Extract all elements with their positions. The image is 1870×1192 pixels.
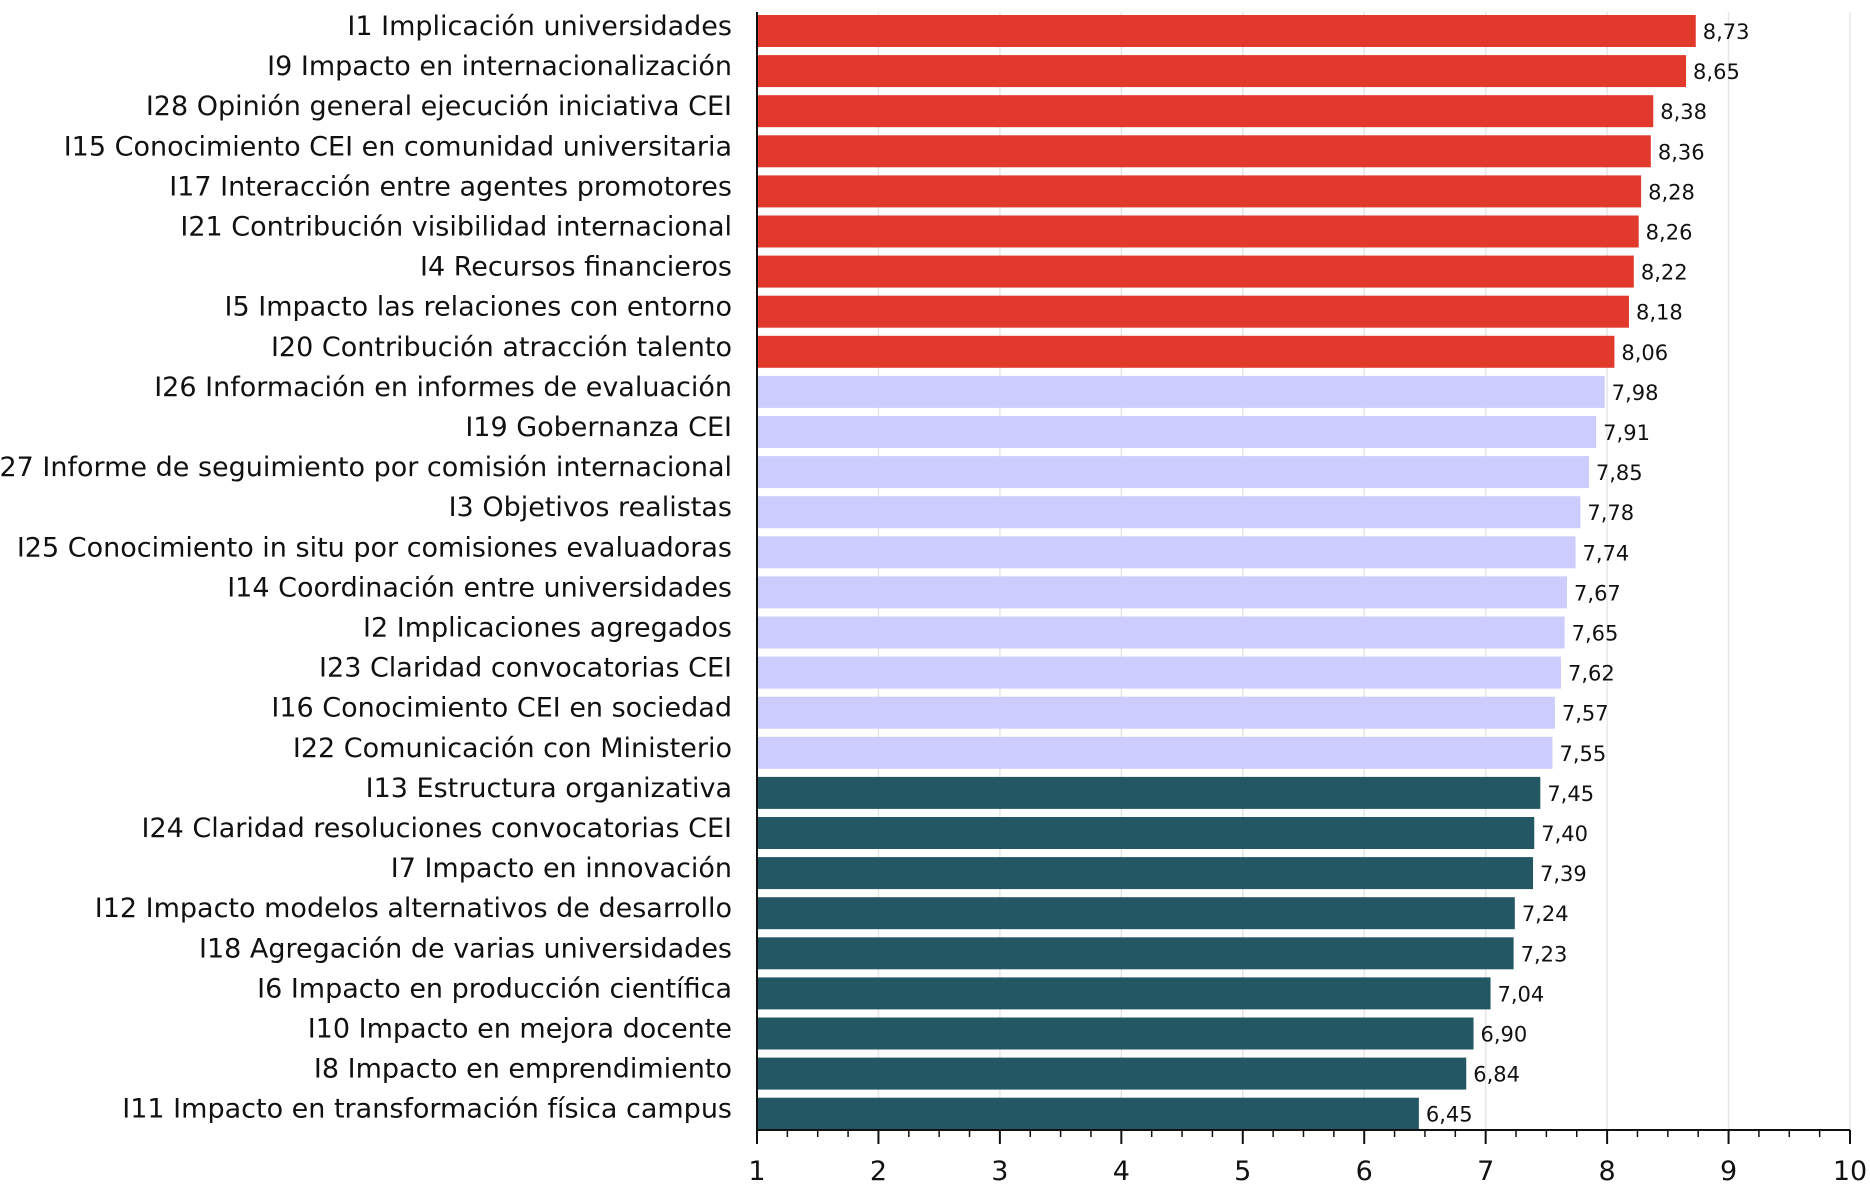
category-label: I12 Impacto modelos alternativos de desa… bbox=[95, 893, 732, 924]
data-label: 8,26 bbox=[1646, 221, 1693, 245]
data-label: 6,84 bbox=[1473, 1063, 1520, 1087]
bar bbox=[757, 456, 1589, 489]
category-label: I8 Impacto en emprendimiento bbox=[314, 1054, 732, 1085]
category-label: I20 Contribución atracción talento bbox=[271, 332, 732, 363]
data-label: 8,18 bbox=[1636, 301, 1683, 325]
bars bbox=[757, 15, 1696, 1130]
x-tick-label: 2 bbox=[870, 1156, 887, 1187]
bar bbox=[757, 95, 1654, 128]
bar bbox=[757, 496, 1581, 529]
data-label: 7,85 bbox=[1596, 461, 1643, 485]
data-label: 7,65 bbox=[1572, 622, 1619, 646]
data-label: 8,36 bbox=[1658, 140, 1705, 164]
data-label: 7,57 bbox=[1562, 702, 1609, 726]
category-label: I23 Claridad convocatorias CEI bbox=[319, 653, 732, 684]
category-label: I16 Conocimiento CEI en sociedad bbox=[271, 693, 732, 724]
category-label: I10 Impacto en mejora docente bbox=[308, 1014, 732, 1045]
bar bbox=[757, 736, 1553, 769]
category-label: I27 Informe de seguimiento por comisión … bbox=[0, 452, 732, 483]
axes bbox=[756, 12, 1851, 1144]
x-tick-label: 6 bbox=[1356, 1156, 1373, 1187]
category-label: I2 Implicaciones agregados bbox=[363, 613, 732, 644]
bar bbox=[757, 817, 1535, 849]
category-label: I17 Interacción entre agentes promotores bbox=[169, 171, 732, 202]
category-label: I5 Impacto las relaciones con entorno bbox=[225, 292, 732, 323]
category-label: I9 Impacto en internacionalización bbox=[267, 51, 732, 82]
bar bbox=[757, 375, 1605, 408]
bar bbox=[757, 416, 1597, 448]
category-label: I3 Objetivos realistas bbox=[449, 492, 732, 523]
bar bbox=[757, 897, 1515, 930]
bar bbox=[757, 15, 1696, 47]
bar bbox=[757, 616, 1565, 649]
data-label: 8,73 bbox=[1703, 20, 1750, 44]
labels: 8,73 I1 Implicación universidades 8,65 I9 I… bbox=[0, 11, 1867, 1187]
bar bbox=[757, 857, 1534, 890]
data-label: 7,78 bbox=[1587, 501, 1634, 525]
category-label: I28 Opinión general ejecución iniciativa… bbox=[146, 91, 732, 122]
data-label: 7,39 bbox=[1540, 862, 1587, 886]
x-tick-label: 8 bbox=[1599, 1156, 1616, 1187]
category-label: I21 Contribución visibilidad internacion… bbox=[180, 212, 732, 243]
bar bbox=[757, 656, 1561, 689]
bar bbox=[757, 776, 1541, 809]
category-label: I11 Impacto en transformación física cam… bbox=[122, 1094, 732, 1125]
bar bbox=[757, 55, 1687, 88]
data-label: 6,90 bbox=[1481, 1023, 1528, 1047]
bar bbox=[757, 255, 1634, 288]
bar bbox=[757, 536, 1576, 569]
bar bbox=[757, 135, 1651, 168]
data-label: 8,65 bbox=[1693, 60, 1740, 84]
data-label: 7,24 bbox=[1522, 902, 1569, 926]
data-label: 8,22 bbox=[1641, 261, 1688, 285]
category-label: I19 Gobernanza CEI bbox=[465, 412, 732, 443]
data-label: 8,38 bbox=[1660, 100, 1707, 124]
bar bbox=[757, 977, 1491, 1010]
bar bbox=[757, 295, 1629, 328]
category-label: I7 Impacto en innovación bbox=[391, 853, 732, 884]
bar bbox=[757, 1017, 1474, 1050]
x-tick-label: 3 bbox=[991, 1156, 1008, 1187]
category-label: I18 Agregación de varias universidades bbox=[199, 933, 732, 964]
data-label: 7,98 bbox=[1612, 381, 1659, 405]
data-label: 6,45 bbox=[1426, 1103, 1473, 1127]
bar bbox=[757, 576, 1568, 609]
data-label: 8,06 bbox=[1621, 341, 1668, 365]
category-label: I14 Coordinación entre universidades bbox=[227, 572, 732, 603]
category-label: I22 Comunicación con Ministerio bbox=[293, 733, 732, 764]
data-label: 7,91 bbox=[1603, 421, 1650, 445]
bar bbox=[757, 215, 1639, 248]
data-label: 7,74 bbox=[1583, 541, 1630, 565]
category-label: I25 Conocimiento in situ por comisiones … bbox=[17, 532, 732, 563]
data-label: 7,23 bbox=[1521, 942, 1568, 966]
x-tick-label: 5 bbox=[1234, 1156, 1251, 1187]
data-label: 7,45 bbox=[1547, 782, 1594, 806]
data-label: 8,28 bbox=[1648, 180, 1695, 204]
category-label: I4 Recursos financieros bbox=[420, 252, 732, 283]
data-label: 7,67 bbox=[1574, 581, 1621, 605]
x-tick-label: 10 bbox=[1833, 1156, 1867, 1187]
category-label: I13 Estructura organizativa bbox=[366, 773, 732, 804]
data-label: 7,55 bbox=[1559, 742, 1606, 766]
bar bbox=[757, 696, 1555, 729]
category-label: I24 Claridad resoluciones convocatorias … bbox=[141, 813, 732, 844]
x-tick-label: 1 bbox=[748, 1156, 765, 1187]
category-label: I1 Implicación universidades bbox=[347, 11, 732, 42]
category-label: I15 Conocimiento CEI en comunidad univer… bbox=[64, 131, 732, 162]
bar bbox=[757, 1057, 1467, 1090]
category-label: I26 Información en informes de evaluació… bbox=[154, 372, 732, 403]
bar bbox=[757, 1097, 1419, 1130]
x-tick-label: 4 bbox=[1113, 1156, 1130, 1187]
data-label: 7,40 bbox=[1541, 822, 1588, 846]
data-label: 7,04 bbox=[1498, 982, 1545, 1006]
bar bbox=[757, 937, 1514, 970]
bar bbox=[757, 175, 1642, 208]
x-tick-label: 9 bbox=[1720, 1156, 1737, 1187]
bar bbox=[757, 335, 1615, 368]
x-tick-label: 7 bbox=[1477, 1156, 1494, 1187]
data-label: 7,62 bbox=[1568, 662, 1615, 686]
category-label: I6 Impacto en producción científica bbox=[257, 973, 732, 1004]
